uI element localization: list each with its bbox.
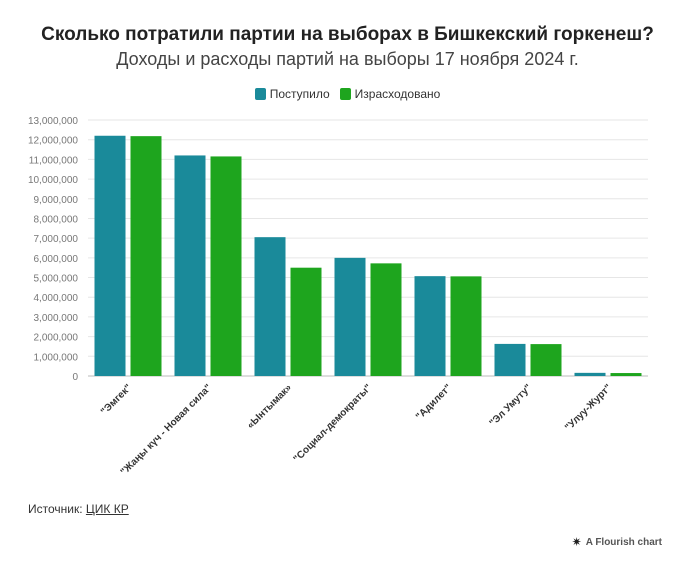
source-label: Источник:	[28, 502, 83, 516]
x-tick-label: "Улуу-Журт"	[563, 382, 614, 433]
bar-spent	[130, 136, 162, 376]
x-tick-label: «Ынтымак»	[245, 382, 294, 431]
x-tick-label: "Социал-демократы"	[292, 382, 375, 465]
y-tick-label: 7,000,000	[34, 234, 79, 245]
bar-received	[494, 343, 526, 376]
bar-received	[574, 372, 606, 376]
y-tick-label: 3,000,000	[34, 313, 79, 324]
bar-spent	[450, 276, 482, 376]
credit-label: A Flourish chart	[585, 536, 662, 548]
x-tick-label: "Жаңы күч - Новая сила"	[119, 382, 215, 478]
source-link[interactable]: ЦИК КР	[85, 502, 129, 516]
bar-spent	[530, 344, 562, 376]
x-tick-label: "Эмгек"	[99, 382, 134, 417]
chart-subtitle: Доходы и расходы партий на выборы 17 ноя…	[116, 49, 579, 69]
y-tick-label: 5,000,000	[34, 274, 79, 285]
chart-legend: Поступило Израсходовано	[0, 87, 695, 101]
legend-label-received: Поступило	[269, 87, 330, 101]
bar-spent	[610, 373, 642, 376]
y-tick-label: 9,000,000	[34, 195, 79, 206]
legend-item-received[interactable]: Поступило	[254, 87, 330, 101]
flourish-credit[interactable]: ✷ A Flourish chart	[572, 535, 662, 549]
flourish-asterisk-icon: ✷	[571, 535, 582, 549]
bar-spent	[210, 156, 242, 376]
y-tick-label: 12,000,000	[28, 136, 78, 147]
legend-label-spent: Израсходовано	[354, 87, 441, 101]
bar-received	[334, 257, 366, 376]
bar-spent	[370, 263, 402, 376]
y-tick-label: 2,000,000	[34, 333, 79, 344]
y-tick-label: 10,000,000	[28, 175, 78, 186]
bar-spent	[290, 267, 322, 376]
x-tick-label: "Адилет"	[414, 382, 454, 422]
y-tick-label: 11,000,000	[29, 155, 79, 166]
source-note: Источник: ЦИК КР	[28, 502, 129, 516]
y-tick-label: 4,000,000	[34, 293, 79, 304]
y-tick-label: 13,000,000	[28, 116, 78, 127]
legend-swatch-spent	[339, 88, 351, 100]
bar-received	[174, 155, 206, 376]
bar-received	[254, 237, 286, 376]
y-tick-label: 8,000,000	[34, 214, 79, 225]
legend-item-spent[interactable]: Израсходовано	[339, 87, 441, 101]
bar-received	[94, 135, 126, 376]
x-tick-label: "Эл Умуту"	[488, 382, 535, 429]
bar-received	[414, 276, 446, 376]
legend-swatch-received	[254, 88, 266, 100]
y-tick-label: 1,000,000	[34, 352, 79, 363]
y-tick-label: 0	[72, 372, 78, 383]
chart-title: Сколько потратили партии на выборах в Би…	[41, 24, 654, 45]
y-tick-label: 6,000,000	[34, 254, 79, 265]
